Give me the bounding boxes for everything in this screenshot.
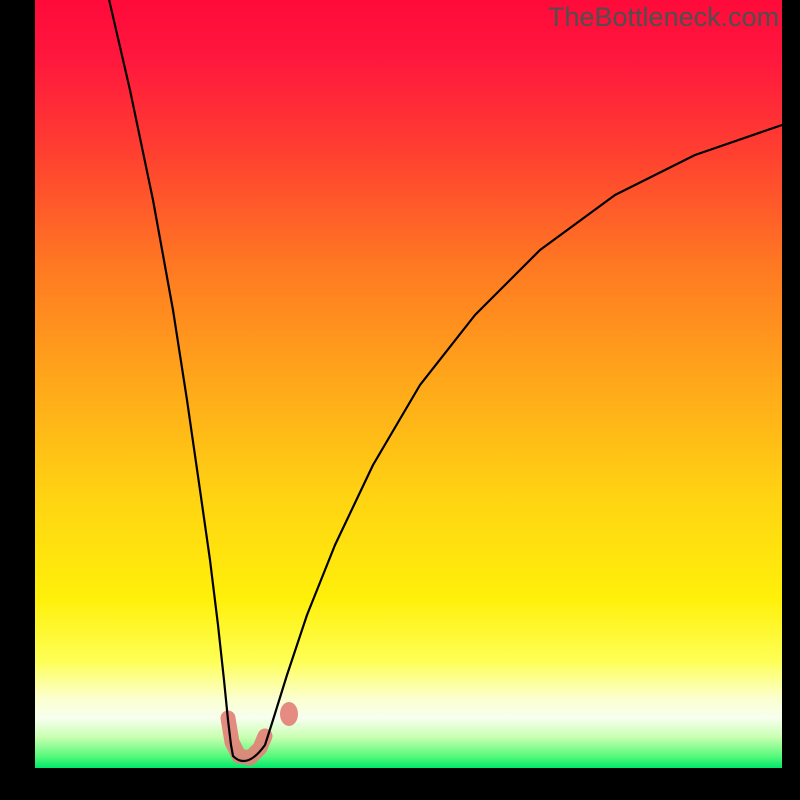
bottleneck-curve: [108, 0, 782, 761]
curve-layer: [35, 0, 782, 768]
plot-area: [35, 0, 782, 768]
highlight-dot-marker: [280, 702, 298, 726]
watermark-text: TheBottleneck.com: [548, 2, 779, 33]
chart-frame: TheBottleneck.com: [0, 0, 800, 800]
